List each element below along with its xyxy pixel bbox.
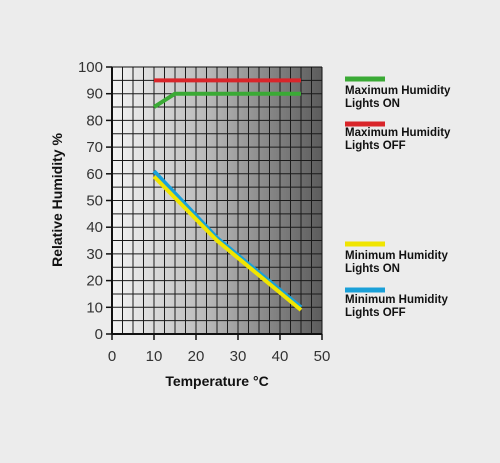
x-tick-label: 50 <box>314 348 331 365</box>
legend-label: Maximum Humidity <box>345 127 451 139</box>
y-tick-label: 100 <box>78 59 103 76</box>
legend-label: Lights OFF <box>345 307 406 319</box>
legend-label: Maximum Humidity <box>345 85 451 97</box>
y-tick-label: 40 <box>86 219 103 236</box>
x-tick-label: 0 <box>108 348 116 365</box>
y-tick-label: 30 <box>86 246 103 263</box>
legend-label: Minimum Humidity <box>345 250 448 262</box>
y-tick-label: 50 <box>86 193 103 210</box>
y-tick-label: 80 <box>86 112 103 129</box>
y-tick-label: 70 <box>86 139 103 156</box>
y-tick-label: 90 <box>86 86 103 103</box>
x-tick-label: 40 <box>272 348 289 365</box>
y-tick-label: 60 <box>86 166 103 183</box>
x-tick-label: 20 <box>188 348 205 365</box>
grid <box>112 67 322 334</box>
axes <box>111 66 323 335</box>
legend-label: Lights ON <box>345 263 400 275</box>
x-tick-label: 30 <box>230 348 247 365</box>
series-line <box>152 91 301 109</box>
legend-label: Lights ON <box>345 98 400 110</box>
y-axis-title: Relative Humidity % <box>49 133 65 267</box>
legend-label: Lights OFF <box>345 140 406 152</box>
series-lines <box>152 78 303 312</box>
y-tick-label: 0 <box>95 326 103 343</box>
x-tick-label: 10 <box>146 348 163 365</box>
tick-labels: 0 10 20 30 40 50 60 70 80 90 100 0 10 20 30 40 50 <box>78 59 330 365</box>
x-axis-title: Temperature °C <box>165 373 268 389</box>
y-tick-label: 20 <box>86 273 103 290</box>
series-line <box>152 175 303 312</box>
legend-label: Minimum Humidity <box>345 294 448 306</box>
y-tick-label: 10 <box>86 299 103 316</box>
